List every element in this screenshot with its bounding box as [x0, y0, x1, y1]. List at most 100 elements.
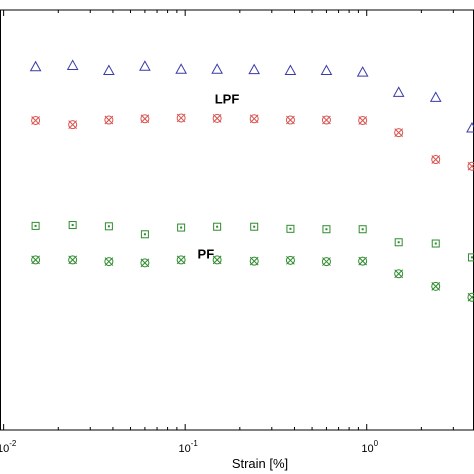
- crossed-circle-marker: [467, 292, 474, 302]
- data-point: [213, 222, 222, 231]
- square-marker: [286, 224, 295, 233]
- crossed-circle-marker-stroke: [431, 155, 441, 164]
- data-point: [392, 86, 405, 97]
- data-point: [429, 91, 442, 102]
- square-marker: [104, 222, 113, 231]
- data-point: [140, 258, 150, 268]
- x-tick-label-exponent: -2: [9, 439, 17, 448]
- data-point: [31, 115, 41, 125]
- crossed-circle-marker-stroke: [358, 116, 368, 125]
- crossed-circle-marker: [68, 255, 78, 265]
- data-point: [140, 230, 149, 239]
- crossed-circle-marker-stroke: [68, 255, 78, 265]
- series-square: [31, 221, 474, 262]
- square-marker-dot: [361, 228, 364, 231]
- crossed-circle-marker: [31, 115, 41, 125]
- square-marker: [68, 221, 77, 230]
- x-axis-label: Strain [%]: [232, 456, 288, 471]
- data-point: [176, 113, 186, 123]
- crossed-circle-marker-stroke: [249, 256, 259, 266]
- crossed-circle-marker: [321, 115, 331, 125]
- square-marker: [467, 253, 474, 262]
- crossed-circle-marker-stroke: [104, 257, 114, 266]
- triangle-marker: [66, 59, 79, 70]
- triangle-marker: [248, 63, 261, 75]
- crossed-circle-marker-stroke: [249, 114, 259, 124]
- data-point: [68, 255, 78, 265]
- crossed-circle-marker: [31, 255, 41, 265]
- crossed-circle-marker: [394, 128, 404, 138]
- crossed-circle-marker: [467, 161, 474, 171]
- crossed-circle-marker: [176, 255, 186, 265]
- x-tick-label-base: 10: [361, 443, 373, 455]
- plot-frame: [0, 9, 474, 431]
- series-triangle: [29, 59, 474, 133]
- data-point: [175, 63, 187, 74]
- square-marker-dot: [253, 225, 256, 228]
- annotation-label: PF: [198, 247, 215, 262]
- data-point: [176, 255, 186, 265]
- crossed-circle-marker: [212, 113, 222, 123]
- square-marker: [31, 221, 40, 230]
- data-point: [139, 60, 151, 71]
- triangle-marker: [284, 64, 297, 75]
- crossed-circle-marker-stroke: [286, 255, 295, 265]
- crossed-circle-marker-stroke: [467, 163, 474, 171]
- crossed-circle-marker-stroke: [322, 257, 331, 266]
- data-point: [248, 63, 261, 75]
- triangle-marker: [29, 60, 42, 72]
- data-point: [249, 114, 259, 124]
- data-point: [104, 115, 114, 125]
- triangle-marker: [139, 60, 151, 71]
- data-point: [250, 222, 259, 231]
- crossed-circle-marker: [431, 281, 441, 291]
- triangle-marker: [466, 121, 474, 133]
- crossed-circle-marker: [321, 257, 331, 267]
- data-point: [467, 253, 474, 262]
- data-point: [249, 256, 259, 266]
- data-point: [103, 64, 115, 75]
- triangle-marker: [211, 63, 223, 74]
- crossed-circle-marker: [358, 256, 368, 266]
- square-marker: [358, 225, 367, 234]
- data-point: [31, 221, 40, 230]
- crossed-circle-marker: [104, 115, 114, 125]
- square-marker-dot: [34, 224, 37, 227]
- crossed-circle-marker: [140, 114, 150, 124]
- x-tick-label: 10-1: [178, 439, 198, 455]
- data-point: [467, 161, 474, 171]
- crossed-circle-marker: [249, 256, 259, 266]
- data-point: [466, 121, 474, 133]
- crossed-circle-marker: [285, 115, 295, 125]
- crossed-circle-marker-stroke: [31, 116, 40, 125]
- square-marker-dot: [434, 242, 437, 245]
- data-point: [68, 120, 78, 130]
- data-point: [68, 221, 77, 230]
- data-point: [212, 255, 222, 265]
- crossed-circle-marker-stroke: [140, 114, 150, 124]
- crossed-circle-marker-stroke: [31, 255, 40, 265]
- triangle-marker: [429, 91, 442, 102]
- data-point: [177, 223, 186, 232]
- data-point: [66, 59, 79, 70]
- data-point: [140, 114, 150, 124]
- data-point: [285, 115, 295, 125]
- crossed-circle-marker: [176, 113, 186, 123]
- square-marker-dot: [143, 233, 146, 236]
- crossed-circle-marker-stroke: [176, 255, 186, 265]
- triangle-marker: [103, 64, 115, 75]
- crossed-circle-marker-stroke: [358, 256, 368, 266]
- data-point: [394, 238, 403, 247]
- data-point: [431, 281, 441, 291]
- x-tick-marks: [3, 10, 454, 430]
- annotation-label: LPF: [215, 92, 240, 107]
- data-point: [104, 222, 113, 231]
- crossed-circle-marker: [394, 269, 404, 279]
- square-marker-dot: [71, 224, 74, 227]
- triangle-marker: [320, 64, 333, 75]
- square-marker-dot: [107, 225, 110, 228]
- crossed-circle-marker-stroke: [322, 115, 331, 125]
- data-point: [358, 225, 367, 234]
- data-point: [431, 239, 440, 248]
